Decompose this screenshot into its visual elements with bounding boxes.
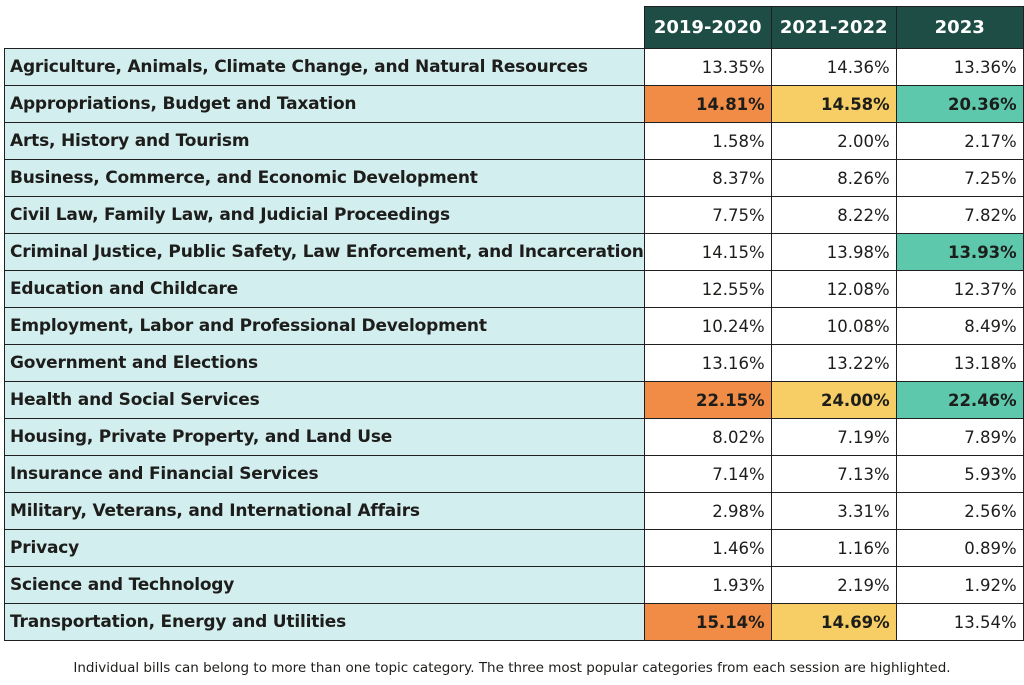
category-label: Employment, Labor and Professional Devel…	[4, 307, 645, 345]
table-row: Business, Commerce, and Economic Develop…	[4, 159, 1024, 197]
value-cell: 7.89%	[895, 418, 1024, 456]
table-row: Arts, History and Tourism 1.58% 2.00% 2.17%	[4, 122, 1024, 160]
value-cell: 3.31%	[770, 492, 897, 530]
value-cell-highlighted: 15.14%	[643, 603, 772, 641]
value-cell: 12.08%	[770, 270, 897, 308]
value-cell: 8.26%	[770, 159, 897, 197]
table-header: 2019-2020 2021-2022 2023	[5, 6, 1024, 49]
category-label: Criminal Justice, Public Safety, Law Enf…	[4, 233, 645, 271]
value-cell: 1.93%	[643, 566, 772, 604]
value-cell: 13.98%	[770, 233, 897, 271]
table-row: Transportation, Energy and Utilities 15.1…	[4, 603, 1024, 641]
category-label: Housing, Private Property, and Land Use	[4, 418, 645, 456]
value-cell: 7.82%	[895, 196, 1024, 234]
value-cell: 2.19%	[770, 566, 897, 604]
value-cell: 7.19%	[770, 418, 897, 456]
category-label: Education and Childcare	[4, 270, 645, 308]
value-cell: 13.54%	[895, 603, 1024, 641]
value-cell: 2.00%	[770, 122, 897, 160]
column-header-2019-2020: 2019-2020	[643, 6, 772, 49]
category-label: Government and Elections	[4, 344, 645, 382]
category-label: Civil Law, Family Law, and Judicial Proc…	[4, 196, 645, 234]
value-cell-highlighted: 14.58%	[770, 85, 897, 123]
value-cell: 13.22%	[770, 344, 897, 382]
category-label: Military, Veterans, and International Af…	[4, 492, 645, 530]
value-cell: 2.98%	[643, 492, 772, 530]
value-cell: 8.49%	[895, 307, 1024, 345]
category-label: Business, Commerce, and Economic Develop…	[4, 159, 645, 197]
column-header-2021-2022: 2021-2022	[770, 6, 897, 49]
value-cell: 12.37%	[895, 270, 1024, 308]
value-cell-highlighted: 14.69%	[770, 603, 897, 641]
value-cell: 7.25%	[895, 159, 1024, 197]
value-cell: 8.37%	[643, 159, 772, 197]
table-row: Government and Elections 13.16% 13.22% 13.1…	[4, 344, 1024, 382]
category-label: Agriculture, Animals, Climate Change, an…	[4, 48, 645, 86]
value-cell-highlighted: 24.00%	[770, 381, 897, 419]
table-row: Civil Law, Family Law, and Judicial Proc…	[4, 196, 1024, 234]
value-cell: 12.55%	[643, 270, 772, 308]
value-cell-highlighted: 22.15%	[643, 381, 772, 419]
value-cell-highlighted: 22.46%	[895, 381, 1024, 419]
category-label: Health and Social Services	[4, 381, 645, 419]
table-row: Education and Childcare 12.55% 12.08% 12.37…	[4, 270, 1024, 308]
value-cell: 1.92%	[895, 566, 1024, 604]
category-label: Transportation, Energy and Utilities	[4, 603, 645, 641]
value-cell: 5.93%	[895, 455, 1024, 493]
value-cell-highlighted: 20.36%	[895, 85, 1024, 123]
value-cell: 13.16%	[643, 344, 772, 382]
table-row: Science and Technology 1.93% 2.19% 1.92%	[4, 566, 1024, 604]
header-corner	[5, 7, 645, 49]
table-row: Housing, Private Property, and Land Use 8…	[4, 418, 1024, 456]
category-label: Appropriations, Budget and Taxation	[4, 85, 645, 123]
value-cell: 13.36%	[895, 48, 1024, 86]
value-cell: 13.35%	[643, 48, 772, 86]
value-cell: 14.15%	[643, 233, 772, 271]
value-cell-highlighted: 14.81%	[643, 85, 772, 123]
table-row: Insurance and Financial Services 7.14% 7.1…	[4, 455, 1024, 493]
value-cell: 10.24%	[643, 307, 772, 345]
table-row: Agriculture, Animals, Climate Change, an…	[4, 48, 1024, 86]
value-cell: 14.36%	[770, 48, 897, 86]
table-row: Privacy 1.46% 1.16% 0.89%	[4, 529, 1024, 567]
table-row: Health and Social Services 22.15% 24.00% 22…	[4, 381, 1024, 419]
value-cell: 10.08%	[770, 307, 897, 345]
value-cell: 1.46%	[643, 529, 772, 567]
value-cell: 13.18%	[895, 344, 1024, 382]
category-label: Science and Technology	[4, 566, 645, 604]
value-cell: 2.17%	[895, 122, 1024, 160]
table-row: Appropriations, Budget and Taxation 14.81…	[4, 85, 1024, 123]
value-cell: 8.02%	[643, 418, 772, 456]
footnote: Individual bills can belong to more than…	[73, 660, 951, 676]
table-row: Criminal Justice, Public Safety, Law Enf…	[4, 233, 1024, 271]
column-header-2023: 2023	[895, 6, 1024, 49]
value-cell: 7.14%	[643, 455, 772, 493]
value-cell: 2.56%	[895, 492, 1024, 530]
value-cell: 1.16%	[770, 529, 897, 567]
value-cell: 8.22%	[770, 196, 897, 234]
table-row: Military, Veterans, and International Af…	[4, 492, 1024, 530]
table-body: Agriculture, Animals, Climate Change, an…	[4, 48, 1024, 641]
topic-share-table: 2019-2020 2021-2022 2023 Agriculture, An…	[4, 6, 1024, 641]
value-cell: 0.89%	[895, 529, 1024, 567]
value-cell: 7.13%	[770, 455, 897, 493]
value-cell: 1.58%	[643, 122, 772, 160]
value-cell: 7.75%	[643, 196, 772, 234]
header-row: 2019-2020 2021-2022 2023	[5, 6, 1024, 49]
value-cell-highlighted: 13.93%	[895, 233, 1024, 271]
table-row: Employment, Labor and Professional Devel…	[4, 307, 1024, 345]
category-label: Arts, History and Tourism	[4, 122, 645, 160]
category-label: Privacy	[4, 529, 645, 567]
category-label: Insurance and Financial Services	[4, 455, 645, 493]
